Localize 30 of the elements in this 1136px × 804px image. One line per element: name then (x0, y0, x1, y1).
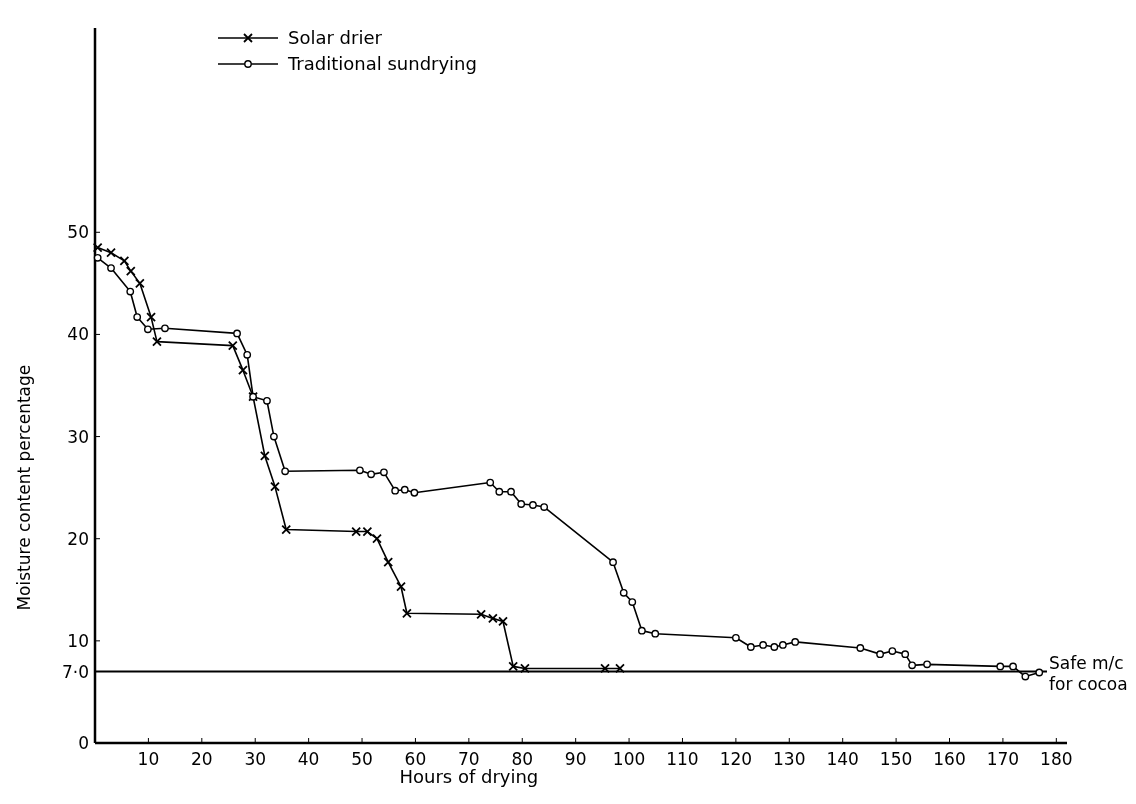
y-axis-title: Moisture content percentage (14, 364, 34, 611)
ref-line-label: Safe m/c for cocoa (1049, 652, 1128, 694)
x-tick-label: 40 (297, 749, 320, 769)
x-tick-label: 100 (612, 749, 646, 769)
x-tick-label: 140 (826, 749, 859, 769)
x-axis-title: Hours of drying (399, 766, 539, 787)
y-tick-label: 7·0 (61, 661, 89, 682)
x-tick-label: 50 (351, 749, 373, 769)
legend-label: Traditional sundrying (287, 53, 477, 74)
y-tick-label: 10 (67, 630, 89, 651)
x-tick-label: 150 (879, 749, 913, 769)
x-tick-label: 130 (773, 749, 806, 769)
y-tick-label: 30 (67, 426, 89, 447)
x-tick-label: 60 (404, 749, 427, 769)
legend-label: Solar drier (288, 27, 383, 48)
x-tick-label: 20 (190, 749, 213, 769)
x-tick-label: 70 (458, 749, 480, 769)
x-tick-label: 80 (511, 749, 534, 769)
y-tick-label: 20 (67, 528, 89, 549)
x-tick-label: 160 (933, 749, 966, 769)
x-tick-label: 110 (666, 749, 699, 769)
x-tick-label: 120 (719, 749, 753, 769)
y-tick-label: 0 (78, 733, 89, 753)
y-tick-label: 40 (67, 324, 89, 345)
x-tick-label: 10 (137, 749, 160, 769)
x-tick-label: 170 (986, 749, 1020, 769)
x-tick-label: 30 (244, 749, 267, 769)
y-tick-label: 50 (67, 222, 89, 243)
x-tick-label: 180 (1040, 749, 1073, 769)
x-tick-label: 90 (564, 749, 587, 769)
